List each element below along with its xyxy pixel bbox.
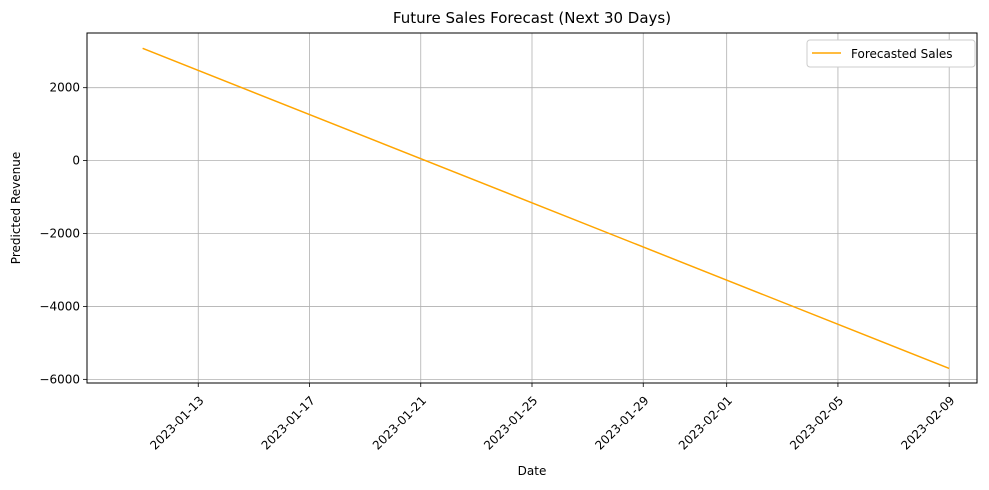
y-tick-label: −6000 xyxy=(39,372,80,386)
grid-lines xyxy=(87,33,977,383)
legend: Forecasted Sales xyxy=(806,39,976,68)
x-axis-label: Date xyxy=(518,464,547,478)
x-tick-label: 2023-01-13 xyxy=(147,393,206,452)
series-line-forecasted-sales xyxy=(142,47,950,370)
y-axis-label: Predicted Revenue xyxy=(9,152,23,264)
x-axis-ticks: 2023-01-13 2023-01-17 2023-01-21 2023-01-25… xyxy=(147,383,958,453)
y-tick-label: 0 xyxy=(72,154,80,168)
x-tick-label: 2023-01-21 xyxy=(370,393,429,452)
x-tick-label: 2023-01-17 xyxy=(259,393,318,452)
x-tick-label: 2023-01-29 xyxy=(592,393,651,452)
y-tick-label: 2000 xyxy=(49,81,80,95)
chart-title: Future Sales Forecast (Next 30 Days) xyxy=(393,9,671,27)
series-layer xyxy=(142,47,950,370)
y-tick-label: −2000 xyxy=(39,227,80,241)
x-tick-label: 2023-02-01 xyxy=(676,393,735,452)
x-tick-label: 2023-02-09 xyxy=(898,393,957,452)
legend-box xyxy=(806,39,976,68)
y-tick-label: −4000 xyxy=(39,299,80,313)
x-tick-label: 2023-01-25 xyxy=(481,393,540,452)
y-axis-ticks: −6000 −4000 −2000 0 2000 xyxy=(39,81,87,386)
legend-label: Forecasted Sales xyxy=(851,47,953,61)
x-tick-label: 2023-02-05 xyxy=(787,393,846,452)
